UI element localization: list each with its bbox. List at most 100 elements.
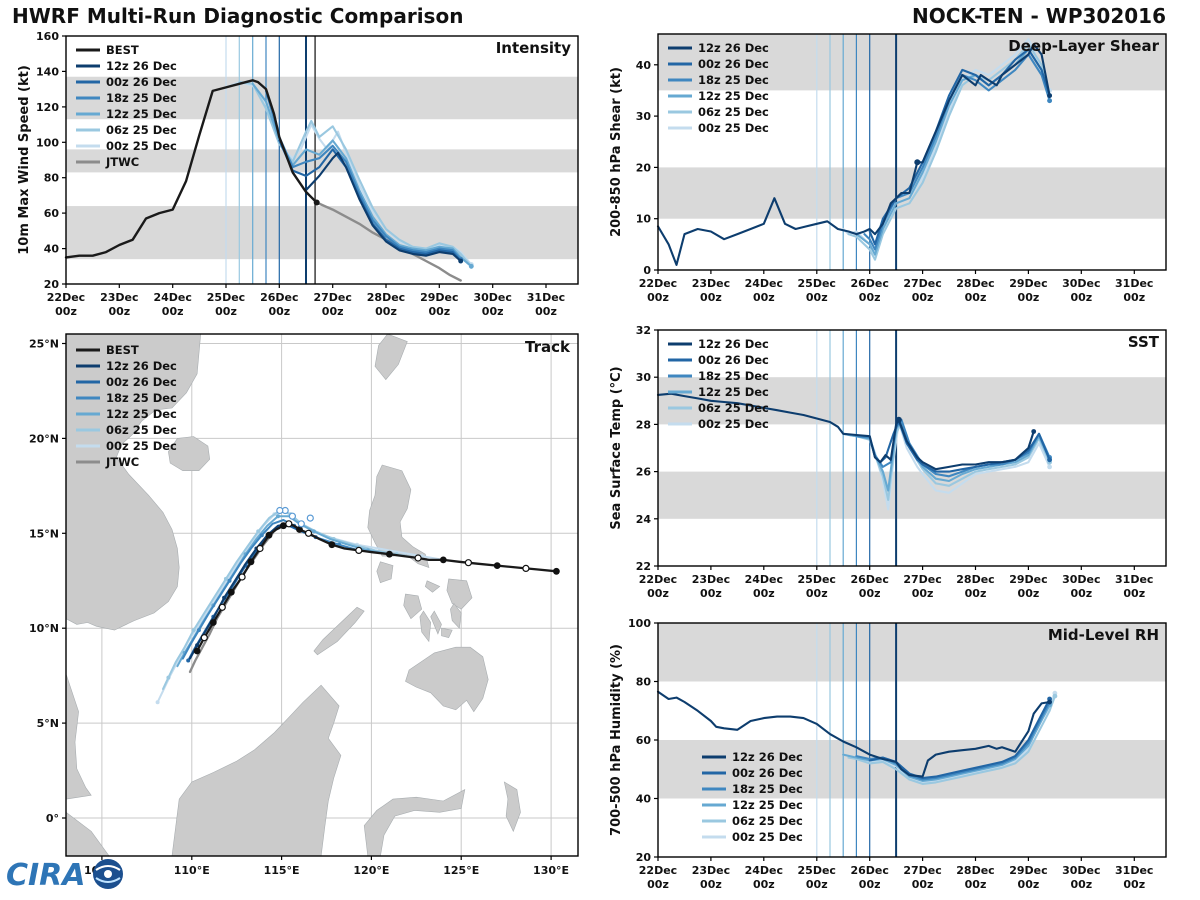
- x-tick-label: 00z: [322, 305, 344, 318]
- legend: 12z 26 Dec 00z 26 Dec 18z 25 Dec 12z 25 Dec…: [668, 41, 769, 135]
- lat-tick-label: 0°: [46, 812, 59, 825]
- intensity-chart: 2040608010012014016022Dec00z23Dec00z24De…: [17, 30, 579, 318]
- track-map: 105°E110°E115°E120°E125°E130°E0°5°N10°N1…: [29, 333, 579, 877]
- sst-init-time-lines: [816, 330, 898, 566]
- best-fix-open: [256, 544, 264, 553]
- intensity-line: [64, 79, 318, 259]
- x-tick-label: 00z: [912, 878, 934, 891]
- page-title: HWRF Multi-Run Diagnostic Comparison: [12, 4, 464, 28]
- x-tick-label: 31Dec: [1115, 277, 1153, 290]
- rh-line: [847, 695, 1056, 785]
- x-tick-label: 29Dec: [1009, 573, 1047, 586]
- lon-tick-label: 125°E: [443, 864, 479, 877]
- legend-label: 12z 26 Dec: [732, 750, 803, 764]
- intensity-init-time-lines: [225, 36, 316, 284]
- legend: BEST 12z 26 Dec 00z 26 Dec 18z 25 Dec 12z 25…: [76, 343, 177, 469]
- x-tick-label: 30Dec: [1062, 864, 1100, 877]
- sst-frame: [657, 329, 1167, 567]
- legend-label: 00z 25 Dec: [698, 121, 769, 135]
- rh-line: [868, 697, 1051, 780]
- y-tick-label: 120: [36, 101, 59, 114]
- x-tick-label: 00z: [965, 291, 987, 304]
- y-tick-label: 100: [36, 136, 59, 149]
- x-tick-label: 27Dec: [903, 573, 941, 586]
- x-tick-label: 00z: [806, 878, 828, 891]
- y-tick-label: 40: [44, 243, 60, 256]
- rh-axes: 2040608010022Dec00z23Dec00z24Dec00z25Dec…: [628, 617, 1153, 891]
- intensity-y-axis-label: 10m Max Wind Speed (kt): [17, 65, 32, 255]
- rh-line: [656, 690, 1051, 778]
- y-tick-label: 40: [636, 793, 652, 806]
- rh-y-axis-label: 700-500 hPa Humidity (%): [609, 644, 624, 836]
- sst-axes: 22242628303222Dec00z23Dec00z24Dec00z25De…: [636, 324, 1154, 600]
- legend-label: 12z 26 Dec: [106, 359, 177, 373]
- lat-tick-label: 10°N: [29, 622, 59, 635]
- x-tick-label: 24Dec: [745, 277, 783, 290]
- x-tick-label: 31Dec: [1115, 573, 1153, 586]
- x-tick-label: 00z: [375, 305, 397, 318]
- y-tick-label: 160: [36, 30, 59, 43]
- x-tick-label: 00z: [806, 291, 828, 304]
- y-tick-label: 10: [636, 213, 652, 226]
- lon-tick-label: 120°E: [353, 864, 389, 877]
- legend-label: 00z 25 Dec: [732, 830, 803, 844]
- x-tick-label: 25Dec: [207, 291, 245, 304]
- x-tick-label: 00z: [965, 878, 987, 891]
- lon-tick-label: 130°E: [533, 864, 569, 877]
- shear-chart: 01020304022Dec00z23Dec00z24Dec00z25Dec00…: [609, 33, 1167, 304]
- best-fix-filled: [227, 588, 235, 596]
- lon-tick-label: 115°E: [264, 864, 300, 877]
- x-tick-label: 26Dec: [850, 864, 888, 877]
- x-tick-label: 00z: [1070, 587, 1092, 600]
- legend-label: 06z 25 Dec: [698, 105, 769, 119]
- y-tick-label: 20: [44, 278, 60, 291]
- model-fix-open: [297, 520, 305, 528]
- x-tick-label: 00z: [1018, 878, 1040, 891]
- lat-tick-label: 25°N: [29, 337, 59, 350]
- lat-tick-label: 5°N: [37, 717, 59, 730]
- x-tick-label: 00z: [108, 305, 130, 318]
- x-tick-label: 00z: [482, 305, 504, 318]
- x-tick-label: 26Dec: [260, 291, 298, 304]
- intensity-axes: 2040608010012014016022Dec00z23Dec00z24De…: [36, 30, 565, 318]
- legend-label: 18z 25 Dec: [106, 91, 177, 105]
- legend-label: 18z 25 Dec: [732, 782, 803, 796]
- best-fix-open: [285, 520, 293, 528]
- best-fix-open: [238, 573, 246, 581]
- track-line: [188, 532, 274, 674]
- x-tick-label: 22Dec: [639, 864, 677, 877]
- best-fix-open: [218, 603, 226, 611]
- legend-label: 12z 25 Dec: [698, 89, 769, 103]
- x-tick-label: 00z: [1123, 878, 1145, 891]
- x-tick-label: 00z: [753, 878, 775, 891]
- legend-label: 12z 26 Dec: [698, 41, 769, 55]
- x-tick-label: 00z: [1123, 291, 1145, 304]
- best-fix-open: [355, 546, 363, 554]
- x-tick-label: 00z: [1070, 878, 1092, 891]
- model-fix-open: [306, 514, 314, 522]
- rh-chart: 2040608010022Dec00z23Dec00z24Dec00z25Dec…: [609, 617, 1167, 891]
- x-tick-label: 30Dec: [1062, 277, 1100, 290]
- track-line: [176, 515, 391, 668]
- x-tick-label: 25Dec: [798, 864, 836, 877]
- sst-line: [656, 392, 1035, 471]
- x-tick-label: 00z: [1018, 291, 1040, 304]
- x-tick-label: 00z: [912, 291, 934, 304]
- x-tick-label: 00z: [268, 305, 290, 318]
- legend: 12z 26 Dec 00z 26 Dec 18z 25 Dec 12z 25 Dec…: [702, 750, 803, 844]
- shear-frame: [657, 33, 1167, 271]
- x-tick-label: 23Dec: [692, 573, 730, 586]
- x-tick-label: 28Dec: [956, 573, 994, 586]
- x-tick-label: 00z: [859, 587, 881, 600]
- best-fix-filled: [193, 647, 201, 655]
- shear-axes: 01020304022Dec00z23Dec00z24Dec00z25Dec00…: [636, 59, 1154, 304]
- shear-line: [855, 48, 1051, 256]
- shear-line: [656, 43, 1051, 266]
- x-tick-label: 00z: [753, 291, 775, 304]
- legend: 12z 26 Dec 00z 26 Dec 18z 25 Dec 12z 25 Dec…: [668, 337, 769, 431]
- legend-label: 00z 25 Dec: [698, 417, 769, 431]
- x-tick-label: 26Dec: [850, 573, 888, 586]
- intensity-category-bands: [66, 76, 578, 260]
- y-tick-label: 60: [44, 207, 60, 220]
